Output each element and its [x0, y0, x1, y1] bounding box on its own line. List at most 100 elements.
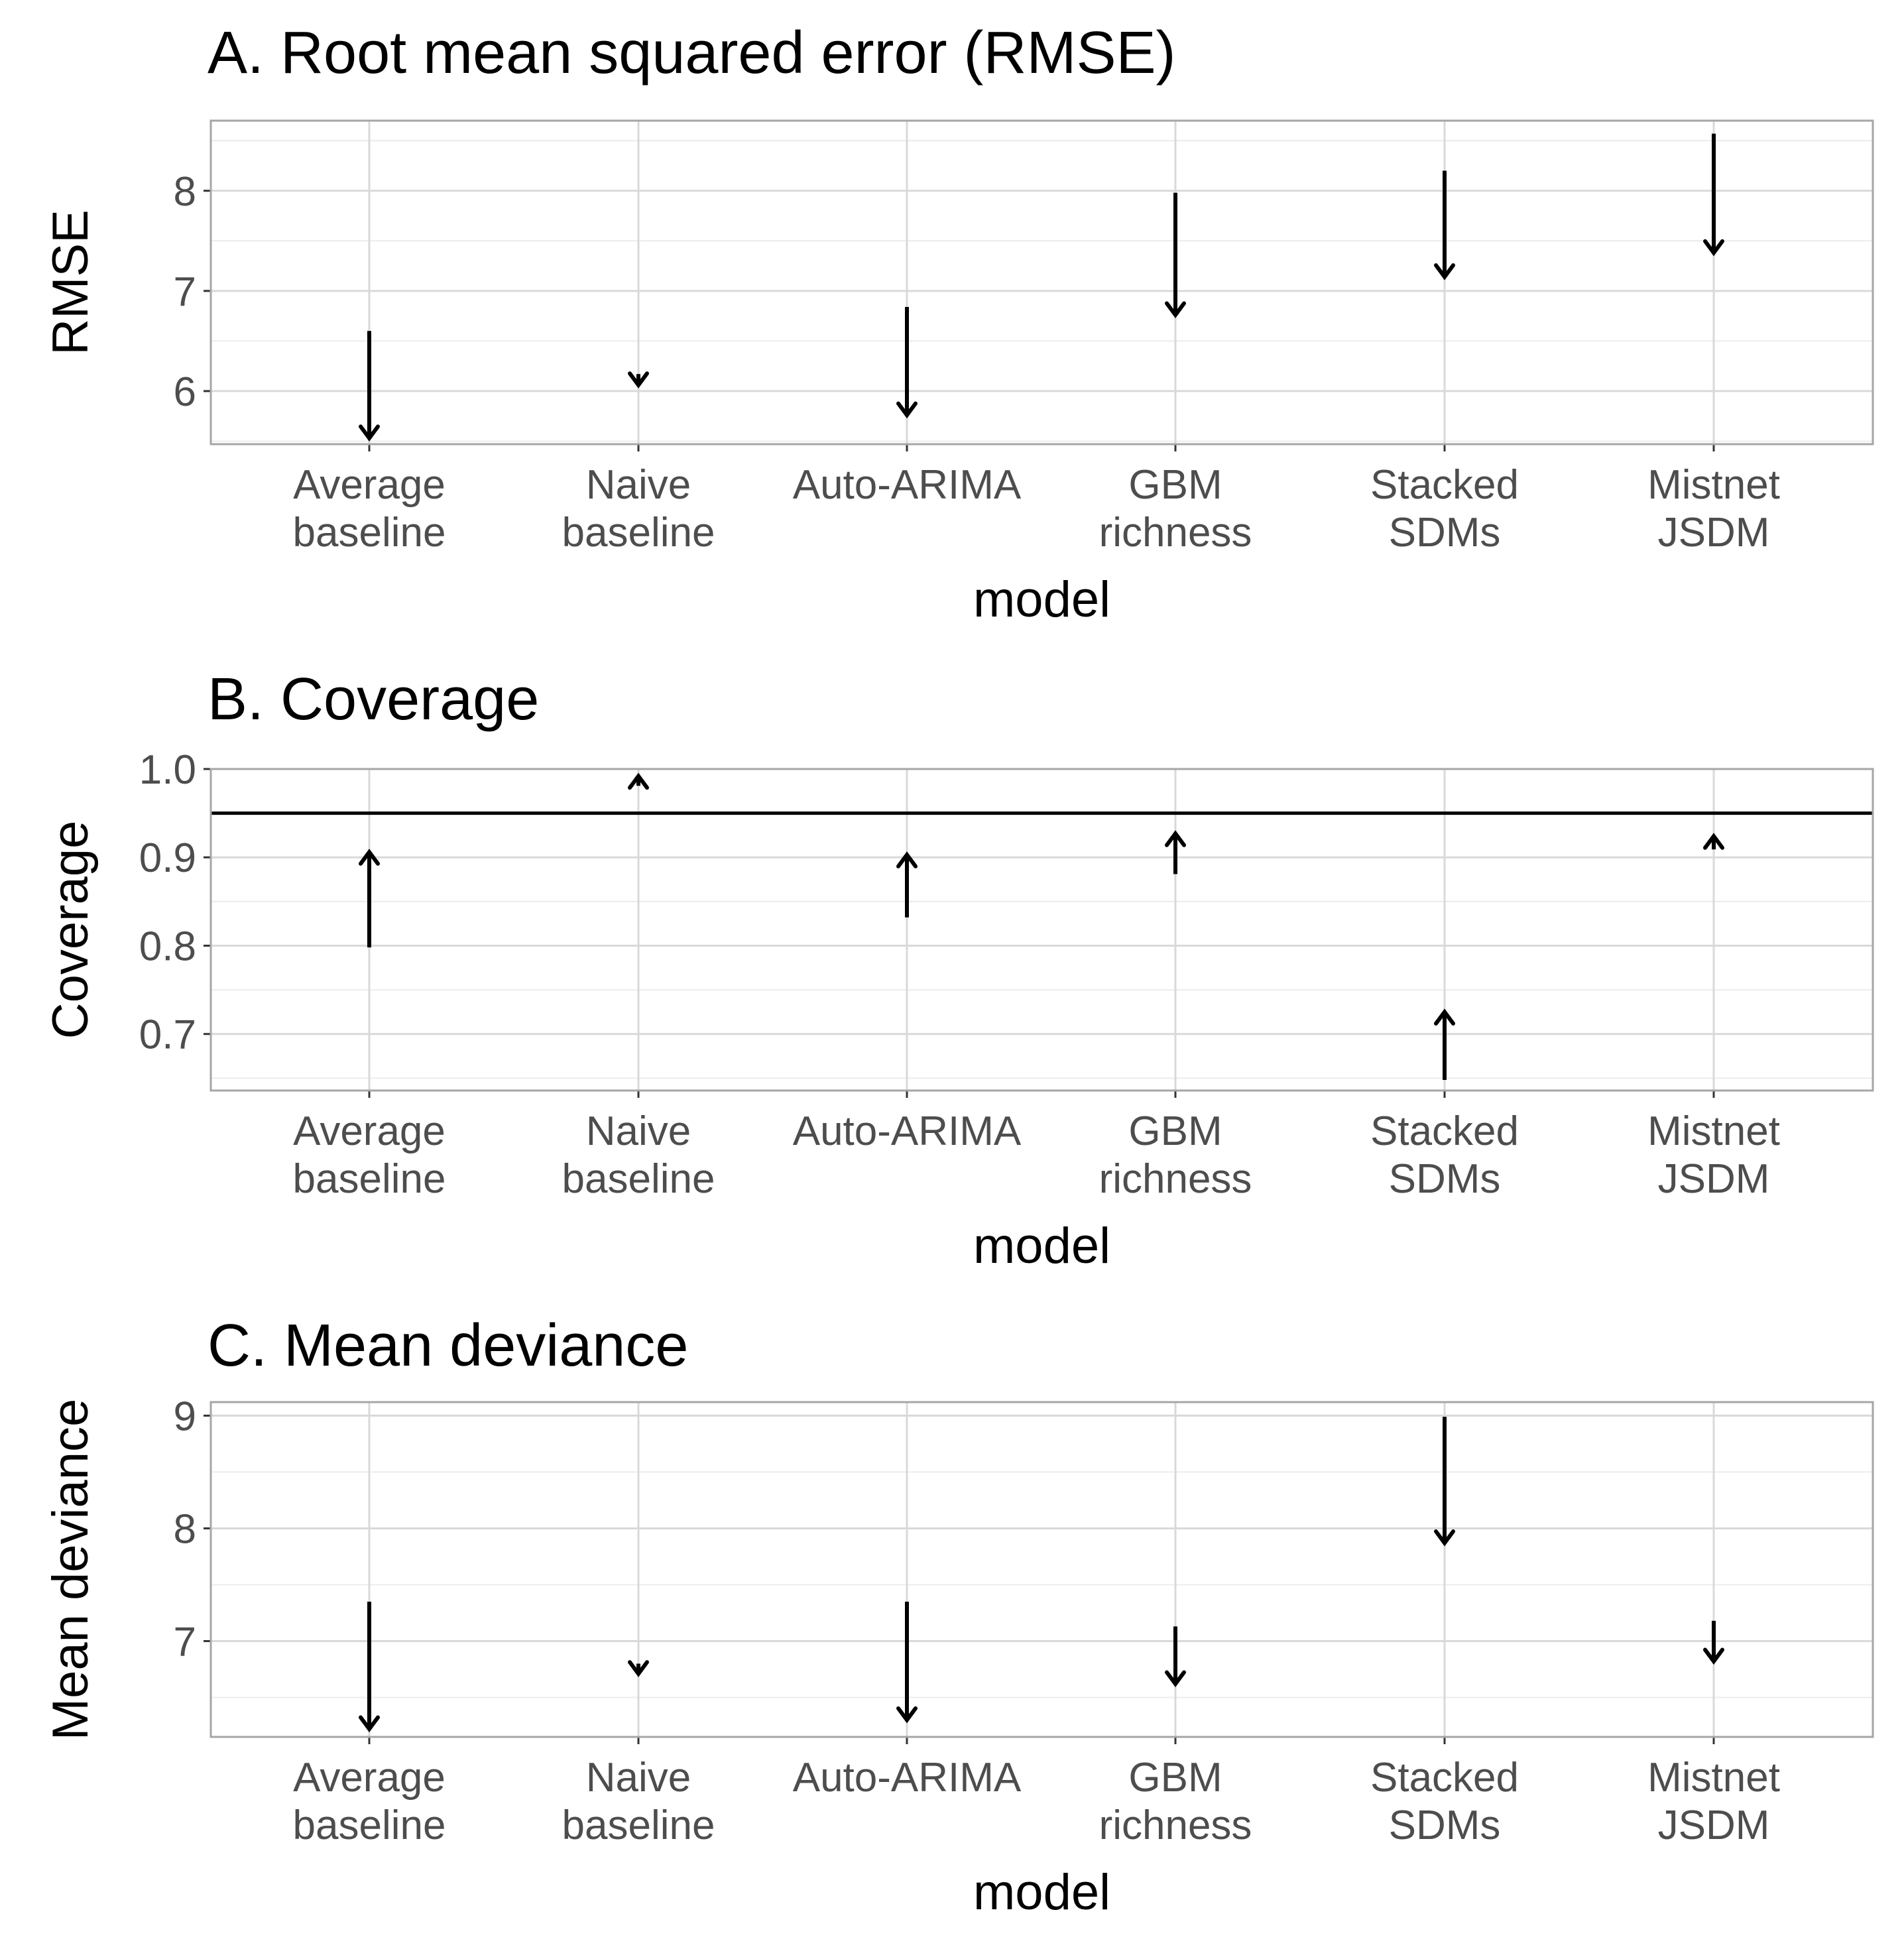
arrow-mark	[1165, 192, 1186, 319]
x-tick-label-line: baseline	[293, 1803, 446, 1848]
x-tick-label-line: Stacked	[1370, 1755, 1519, 1801]
x-tick-label-line: GBM	[1128, 1108, 1222, 1154]
x-tick-label: Auto-ARIMA	[793, 1755, 1022, 1801]
arrow-mark	[628, 772, 649, 790]
panel-title: A. Root mean squared error (RMSE)	[208, 20, 1176, 86]
y-tick-label: 6	[174, 369, 196, 415]
panel-1: A. Root mean squared error (RMSE) 6 7 8 Aver…	[42, 20, 1874, 628]
panel-border	[209, 1401, 1874, 1738]
arrow-head	[628, 772, 649, 790]
arrow-mark	[1703, 833, 1724, 850]
x-tick-label-line: Average	[293, 1755, 446, 1801]
x-tick-label: GBM richness	[1099, 1755, 1252, 1848]
x-tick-label-line: Mistnet	[1647, 1755, 1780, 1801]
x-tick-label-line: Auto-ARIMA	[793, 1108, 1022, 1154]
y-tick-label: 0.7	[139, 1012, 196, 1058]
x-tick-label: Naive baseline	[562, 1755, 715, 1848]
x-tick-label: Mistnet JSDM	[1647, 462, 1780, 556]
arrow-head	[359, 849, 380, 866]
y-tick-label: 7	[174, 269, 196, 315]
arrow-mark	[359, 1601, 380, 1733]
arrow-head	[1703, 833, 1724, 850]
arrow-mark	[628, 371, 649, 388]
arrow-mark	[1165, 1626, 1186, 1688]
y-axis-title: RMSE	[42, 209, 99, 355]
x-tick-label-line: GBM	[1128, 462, 1222, 508]
y-axis-title: Mean deviance	[42, 1399, 99, 1740]
x-tick-label-line: richness	[1099, 510, 1252, 556]
x-tick-label: Average baseline	[293, 1108, 446, 1202]
arrow-head	[1434, 1008, 1455, 1026]
x-tick-label-line: baseline	[293, 510, 446, 556]
arrow-head	[1165, 1670, 1186, 1688]
x-tick-label-line: JSDM	[1658, 1803, 1770, 1848]
x-tick-label-line: SDMs	[1389, 510, 1501, 556]
x-tick-label-line: JSDM	[1658, 1156, 1770, 1202]
arrow-head	[628, 371, 649, 388]
arrow-mark	[1165, 830, 1186, 874]
x-tick-label-line: Mistnet	[1647, 1108, 1780, 1154]
arrow-head	[359, 424, 380, 442]
y-tick-label: 1.0	[139, 747, 196, 793]
x-tick-label-line: GBM	[1128, 1755, 1222, 1801]
x-tick-label-line: SDMs	[1389, 1803, 1501, 1848]
arrow-head	[896, 401, 918, 419]
arrow-mark	[1434, 1008, 1455, 1081]
x-tick-label-line: Mistnet	[1647, 462, 1780, 508]
x-tick-label-line: Naive	[586, 462, 691, 508]
x-tick-label-line: Naive	[586, 1108, 691, 1154]
x-tick-label: GBM richness	[1099, 462, 1252, 556]
arrow-mark	[1703, 1620, 1724, 1665]
arrow-head	[1703, 1647, 1724, 1665]
x-tick-label: Auto-ARIMA	[793, 1108, 1022, 1154]
y-tick-label: 9	[174, 1394, 196, 1439]
x-tick-label: Naive baseline	[562, 1108, 715, 1202]
arrow-mark	[896, 851, 918, 918]
x-tick-label-line: Auto-ARIMA	[793, 1755, 1022, 1801]
arrow-mark	[896, 307, 918, 419]
x-tick-label-line: Average	[293, 1108, 446, 1154]
x-tick-label: Average baseline	[293, 462, 446, 556]
x-tick-label: Mistnet JSDM	[1647, 1755, 1780, 1848]
x-tick-label-line: Stacked	[1370, 1108, 1519, 1154]
panel-title: C. Mean deviance	[208, 1313, 688, 1379]
x-axis-title: model	[973, 1864, 1110, 1921]
y-tick-label: 0.9	[139, 835, 196, 881]
arrow-mark	[359, 849, 380, 948]
x-tick-label-line: Average	[293, 462, 446, 508]
x-tick-label: Auto-ARIMA	[793, 462, 1022, 508]
x-axis-title: model	[973, 571, 1110, 628]
arrow-head	[1165, 301, 1186, 319]
arrow-mark	[1703, 133, 1724, 257]
x-tick-label-line: baseline	[562, 1803, 715, 1848]
panel-border	[209, 768, 1874, 1092]
x-tick-label-line: baseline	[562, 510, 715, 556]
y-axis-title: Coverage	[42, 821, 99, 1039]
x-tick-label: Naive baseline	[562, 462, 715, 556]
x-tick-label-line: baseline	[562, 1156, 715, 1202]
x-tick-label-line: baseline	[293, 1156, 446, 1202]
arrow-head	[896, 851, 918, 868]
x-tick-label: Stacked SDMs	[1370, 1108, 1519, 1202]
x-tick-label: Stacked SDMs	[1370, 462, 1519, 556]
y-tick-label: 7	[174, 1619, 196, 1665]
x-tick-label: Average baseline	[293, 1755, 446, 1848]
arrow-mark	[628, 1660, 649, 1677]
panel-title: B. Coverage	[208, 666, 539, 733]
y-tick-label: 8	[174, 169, 196, 215]
arrow-head	[1703, 239, 1724, 257]
x-tick-label: Stacked SDMs	[1370, 1755, 1519, 1848]
arrow-head	[359, 1715, 380, 1733]
arrow-head	[628, 1660, 649, 1677]
arrow-mark	[896, 1601, 918, 1724]
x-tick-label: GBM richness	[1099, 1108, 1252, 1202]
arrow-mark	[1434, 1417, 1455, 1547]
x-tick-label-line: richness	[1099, 1803, 1252, 1848]
y-tick-label: 0.8	[139, 923, 196, 969]
arrow-head	[1165, 830, 1186, 847]
x-tick-label-line: SDMs	[1389, 1156, 1501, 1202]
x-tick-label-line: richness	[1099, 1156, 1252, 1202]
